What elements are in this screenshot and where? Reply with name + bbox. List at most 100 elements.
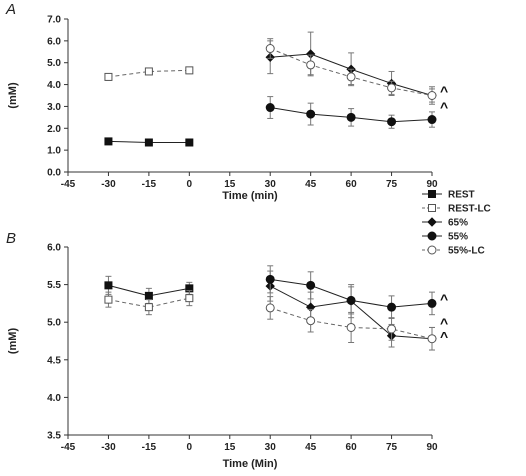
legend-marker [428, 204, 436, 212]
data-point [185, 294, 194, 303]
legend-item-55-lc: 55%-LC [422, 245, 485, 257]
panel-a-significance-mark: ^ [440, 83, 448, 99]
panel-a-x-tick-label: -30 [101, 179, 116, 190]
panel-b-series-55- [265, 265, 437, 319]
panel-b-y-tick-label: 4.5 [47, 355, 61, 366]
legend-marker [428, 190, 436, 198]
panel-b-x-tick-label: 45 [305, 442, 317, 453]
data-point [144, 67, 153, 76]
panel-b-y-tick-label: 5.0 [47, 318, 61, 329]
data-point [346, 112, 356, 122]
data-point [387, 324, 397, 334]
panel-b-x-tick-label: 30 [265, 442, 277, 453]
panel-a-series-rest-lc [104, 66, 194, 81]
panel-a: A 0.0 1.0 2.0 3.0 4.0 5.0 6.0 7.0 -45 -30 -15 0 15 30 4… [5, 1, 448, 202]
panel-a-y-tick-label: 7.0 [47, 15, 61, 26]
data-point [306, 60, 316, 70]
panel-b: B 3.5 4.0 4.5 5.0 5.5 6.0 -45 -30 -15 0 15 30 45 60 75 9… [6, 230, 448, 470]
data-point [306, 109, 316, 119]
panel-a-y-tick-label: 3.0 [47, 102, 61, 113]
data-point [265, 44, 275, 54]
panel-a-y-tick-label: 0.0 [47, 168, 61, 179]
legend-label: REST [448, 190, 475, 201]
data-point [185, 138, 194, 147]
data-point [104, 295, 113, 304]
panel-b-x-tick-label: 60 [346, 442, 358, 453]
legend-marker [427, 231, 437, 241]
legend-marker [427, 217, 437, 227]
panel-b-x-tick-label: 75 [386, 442, 398, 453]
panel-a-series-55- [265, 96, 437, 129]
panel-b-y-tick-label: 3.5 [47, 431, 61, 442]
panel-a-y-tick-label: 5.0 [47, 58, 61, 69]
panel-b-significance-mark: ^ [440, 315, 448, 331]
data-point [306, 316, 316, 326]
data-point [346, 322, 356, 332]
panel-a-x-tick-label: 60 [346, 179, 358, 190]
panel-a-x-tick-label: 0 [187, 179, 193, 190]
panel-b-series-rest-lc [104, 290, 194, 316]
legend-label: 55% [448, 232, 468, 243]
panel-b-y-axis-title: (mM) [7, 328, 19, 355]
data-point [387, 302, 397, 312]
panel-a-x-tick-label: 30 [265, 179, 277, 190]
legend-item-rest-lc: REST-LC [422, 204, 491, 215]
legend-label: 65% [448, 218, 468, 229]
panel-a-letter: A [5, 1, 16, 18]
panel-b-x-tick-label: -15 [142, 442, 157, 453]
panel-a-x-axis-title: Time (min) [222, 190, 278, 202]
panel-b-x-tick-label: -45 [61, 442, 76, 453]
legend-item-65-: 65% [422, 217, 468, 229]
legend-item-55-: 55% [422, 231, 468, 243]
panel-b-y-tick-label: 4.0 [47, 393, 61, 404]
data-point [346, 72, 356, 82]
panel-a-y-tick-label: 1.0 [47, 146, 61, 157]
data-point [144, 303, 153, 312]
panel-b-y-tick-label: 5.5 [47, 280, 61, 291]
panel-a-y-tick-label: 6.0 [47, 36, 61, 47]
data-point [185, 66, 194, 75]
panel-b-x-tick-label: 0 [187, 442, 193, 453]
data-point [265, 303, 275, 313]
panel-a-significance-mark: ^ [440, 99, 448, 115]
panel-a-x-tick-label: 75 [386, 179, 398, 190]
panel-a-series-55-lc [265, 38, 437, 103]
data-point [427, 91, 437, 100]
legend-marker [427, 245, 437, 255]
panel-a-y-tick-label: 4.0 [47, 80, 61, 91]
data-point [387, 117, 397, 127]
panel-a-y-axis-title: (mM) [7, 82, 19, 109]
panel-a-x-tick-label: -15 [142, 179, 157, 190]
series-line [270, 307, 433, 340]
panel-b-letter: B [6, 230, 16, 247]
data-point [427, 115, 437, 125]
panel-a-x-tick-label: 90 [426, 179, 438, 190]
data-point [346, 295, 356, 305]
panel-b-x-tick-label: 90 [426, 442, 438, 453]
legend: REST REST-LC 65% 55% 55%-LC [422, 190, 491, 257]
panel-a-series-rest [104, 137, 194, 147]
panel-b-x-axis-title: Time (Min) [223, 458, 278, 470]
panel-b-x-tick-label: -30 [101, 442, 116, 453]
panel-a-y-tick-label: 2.0 [47, 124, 61, 135]
panel-a-x-tick-label: 45 [305, 179, 317, 190]
data-point [427, 334, 437, 344]
panel-b-significance-mark: ^ [440, 328, 448, 344]
data-point [104, 137, 113, 146]
panel-a-x-tick-label: 15 [224, 179, 236, 190]
panel-b-x-tick-label: 15 [224, 442, 236, 453]
legend-label: REST-LC [448, 204, 491, 215]
panel-b-significance-mark: ^ [440, 291, 448, 307]
data-point [104, 281, 113, 290]
data-point [104, 72, 113, 81]
data-point [427, 298, 437, 308]
legend-label: 55%-LC [448, 246, 485, 257]
data-point [306, 280, 316, 290]
panel-a-series-65- [265, 31, 437, 105]
data-point [144, 291, 153, 300]
data-point [265, 103, 275, 113]
panel-b-series-55-lc [265, 296, 437, 351]
panel-a-x-tick-label: -45 [61, 179, 76, 190]
data-point [265, 274, 275, 284]
